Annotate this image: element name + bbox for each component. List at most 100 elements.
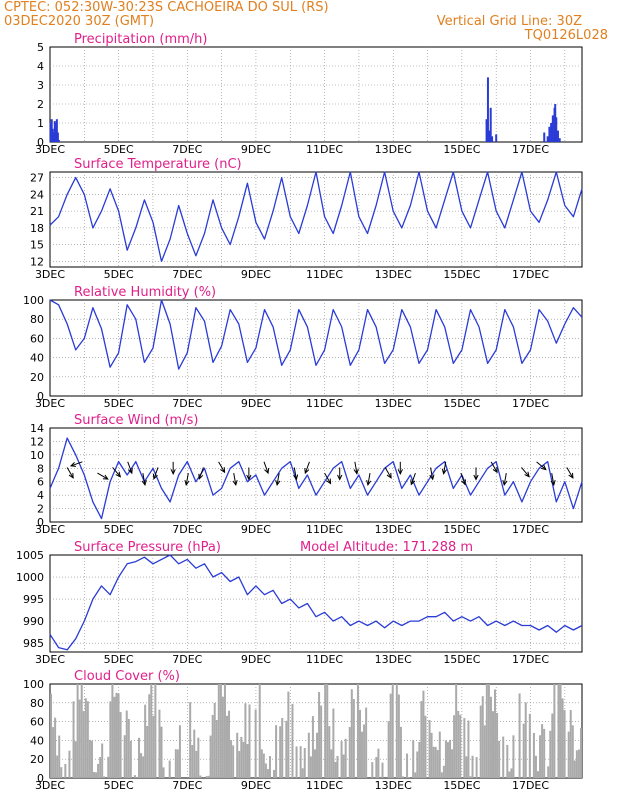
cloud-bar [279, 726, 282, 778]
cloud-bar [232, 745, 235, 778]
cloud-bar [571, 725, 574, 778]
cloud-bar [510, 768, 513, 778]
cloud-bar [99, 757, 102, 778]
cloud-bar [446, 742, 449, 778]
cloud-bar [266, 769, 269, 778]
cloud-bar [451, 749, 454, 778]
wind-arrow [430, 467, 434, 480]
cloud-xtick-label: 13DEC [375, 779, 412, 792]
cloud-bar [563, 710, 566, 778]
wind-arrow-head [232, 479, 238, 487]
cloud-bar [205, 776, 208, 778]
cloud-bar [522, 723, 525, 778]
temp-xtick-label: 13DEC [375, 268, 412, 281]
cloud-bar [138, 737, 141, 778]
cloud-bar [358, 709, 361, 778]
cloud-bar [326, 684, 329, 778]
precip-bar [56, 132, 59, 142]
cloud-bar [387, 721, 390, 778]
cloud-bar [561, 698, 564, 778]
cloud-ytick-label: 40 [30, 734, 44, 747]
wind-xtick-label: 3DEC [35, 523, 65, 536]
cloud-bar [144, 704, 147, 778]
wind-arrow [443, 461, 447, 474]
cloud-ytick-label: 0 [37, 772, 44, 785]
wind-arrow [97, 472, 109, 480]
wind-arrow-head [293, 474, 299, 481]
cloud-bar [489, 696, 492, 778]
cloud-bar [356, 684, 359, 778]
pressure-xtick-label: 3DEC [35, 653, 65, 666]
pressure-ytick-label: 985 [23, 637, 44, 650]
cloud-bar [56, 755, 59, 778]
wind-arrow-head [170, 469, 176, 475]
cloud-bar [352, 699, 355, 778]
cloud-bar [494, 689, 497, 778]
cloud-bar [320, 705, 323, 778]
precip-bar [495, 134, 498, 142]
pressure-ytick-label: 995 [23, 593, 44, 606]
wind-arrow-head [410, 479, 416, 486]
cloud-bar [471, 755, 474, 778]
pressure-ytick-label: 990 [23, 615, 44, 628]
cloud-bar [225, 715, 228, 778]
temp-xtick-label: 11DEC [306, 268, 343, 281]
wind-arrow [293, 467, 297, 480]
wind-arrow-head [386, 472, 392, 479]
pressure-series-line [49, 554, 583, 651]
cloud-bar [399, 726, 402, 778]
wind-arrow [70, 461, 83, 467]
wind-arrow-head [152, 473, 158, 480]
cloud-bar [455, 684, 458, 778]
precip-xtick-label: 13DEC [375, 143, 412, 156]
pressure-xtick-label: 13DEC [375, 653, 412, 666]
cloud-bar [418, 741, 421, 778]
cloud-bar [92, 771, 95, 778]
cloud-bar [342, 754, 345, 778]
cloud-bar [168, 760, 171, 778]
cloud-xtick-label: 11DEC [306, 779, 343, 792]
precip-bar [556, 130, 559, 142]
wind-ytick-label: 0 [37, 516, 44, 529]
cloud-bar [412, 740, 415, 778]
header-model-code: TQ0126L028 [524, 28, 608, 43]
cloud-bar [324, 684, 327, 778]
wind-arrow-head [397, 469, 403, 475]
precip-bar [489, 107, 492, 142]
pressure-xtick-label: 15DEC [443, 653, 480, 666]
precip-frame [49, 46, 583, 143]
wind-arrow-head [127, 468, 133, 475]
cloud-bar [467, 720, 470, 778]
cloud-bar [401, 776, 404, 778]
cloud-bar [88, 739, 91, 778]
cloud-bar [416, 751, 419, 778]
rh-xtick-label: 15DEC [443, 397, 480, 410]
precip-bar [554, 104, 557, 142]
wind-xtick-label: 7DEC [172, 523, 202, 536]
precip-bar [558, 138, 561, 142]
temp-series-line [49, 171, 583, 263]
cloud-bar [109, 701, 112, 778]
temp-ytick-label: 15 [30, 239, 44, 252]
precip-bar [53, 121, 56, 142]
wind-arrow-head [68, 472, 74, 479]
wind-xtick-label: 15DEC [443, 523, 480, 536]
wind-ytick-label: 4 [37, 489, 44, 502]
cloud-bar [414, 772, 417, 778]
cloud-bar [428, 720, 431, 778]
cloud-bar [395, 684, 398, 778]
temp-ytick-label: 24 [30, 188, 44, 201]
cloud-bar [82, 711, 85, 778]
cloud-bar [80, 684, 83, 778]
cloud-bar [191, 745, 194, 778]
cloud-bar [209, 735, 212, 778]
temp-title: Surface Temperature (nC) [74, 157, 242, 172]
cloud-xtick-label: 9DEC [241, 779, 271, 792]
cloud-bar [68, 750, 71, 778]
cloud-xtick-label: 17DEC [512, 779, 549, 792]
cloud-bar [285, 720, 288, 778]
cloud-bar [154, 684, 157, 778]
precip-bar [54, 123, 57, 142]
precip-bar [546, 136, 549, 142]
cloud-bar [213, 702, 216, 778]
